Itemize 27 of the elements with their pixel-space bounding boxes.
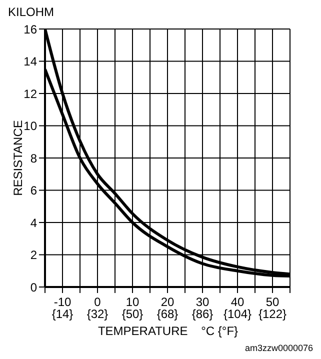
y-tick-label: 10 [24,119,38,134]
x2-tick-label: {122} [258,307,287,321]
x-tick-label: 0 [94,295,102,309]
x2-tick-label: {32} [86,307,108,321]
y-tick-label: 12 [24,86,38,101]
text: KILOHM [8,5,54,19]
y-tick-label: 6 [30,184,38,198]
x-tick-label: 30 [196,295,210,309]
x2-tick-label: {86} [192,307,214,321]
x2-tick-label: {14} [52,307,74,321]
y-tick-label: 16 [24,22,38,36]
x2-tick-label: {50} [122,307,144,321]
y-tick-label: 2 [30,248,38,262]
x-tick-label: 20 [160,295,174,309]
y-tick-label: 4 [30,216,38,230]
x-tick-label: 40 [230,295,244,309]
x2-tick-label: {68} [156,307,178,321]
x-tick-label: 50 [266,295,280,309]
y-axis-title: RESISTANCE [11,120,25,196]
y-tick-label: 8 [30,151,38,166]
y-tick-label: 14 [24,54,38,69]
y-tick-label: 0 [30,280,38,294]
x-tick-label: -10 [54,295,72,309]
x-tick-label: 10 [126,295,140,309]
text: am3zzw0000076 [244,343,313,353]
x-axis-title: TEMPERATURE °C {°F} [98,324,238,338]
x2-tick-label: {104} [223,307,252,321]
